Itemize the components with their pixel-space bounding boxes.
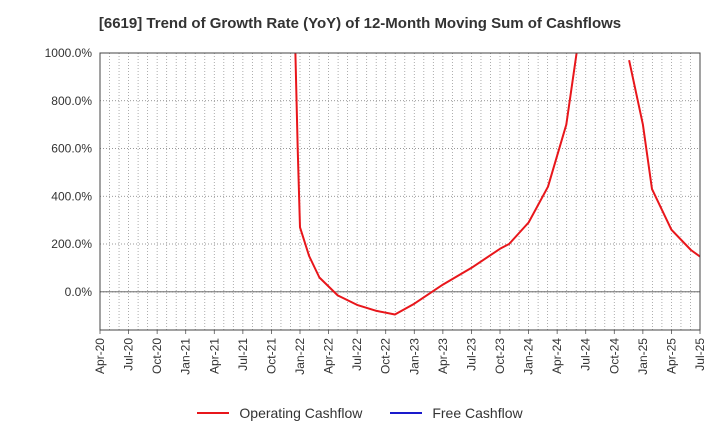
- chart-title: [6619] Trend of Growth Rate (YoY) of 12-…: [98, 15, 622, 32]
- y-tick-label: 1000.0%: [45, 46, 93, 60]
- x-tick-label: Apr-22: [322, 338, 336, 374]
- x-tick-label: Apr-20: [93, 338, 107, 374]
- x-tick-label: Oct-20: [150, 338, 164, 374]
- x-tick-label: Jul-21: [236, 338, 250, 371]
- x-tick-label: Jul-20: [122, 338, 136, 371]
- x-tick-label: Jul-22: [350, 338, 364, 371]
- x-tick-label: Oct-24: [607, 338, 621, 374]
- x-tick-label: Oct-22: [379, 338, 393, 374]
- series-line-operating-cashflow: [294, 53, 578, 316]
- series-line-operating-cashflow: [628, 59, 700, 258]
- plot-area: [100, 53, 700, 330]
- legend: Operating Cashflow Free Cashflow: [0, 405, 720, 421]
- legend-label-free: Free Cashflow: [432, 405, 523, 421]
- legend-swatch-free: [390, 412, 423, 414]
- legend-item-free-cashflow[interactable]: Free Cashflow: [390, 405, 523, 421]
- x-tick-label: Apr-21: [207, 338, 221, 374]
- x-tick-label: Jan-24: [522, 338, 536, 375]
- x-tick-label: Oct-21: [264, 338, 278, 374]
- x-tick-label: Oct-23: [493, 338, 507, 374]
- x-tick-label: Apr-25: [664, 338, 678, 374]
- x-tick-label: Jul-23: [464, 338, 478, 371]
- y-tick-label: 800.0%: [51, 94, 92, 108]
- y-tick-label: 400.0%: [51, 189, 92, 203]
- x-tick-label: Jan-21: [179, 338, 193, 375]
- plot-border: [99, 52, 701, 331]
- x-tick-label: Apr-24: [550, 338, 564, 374]
- y-tick-label: 200.0%: [51, 237, 92, 251]
- x-tick-label: Jan-25: [636, 338, 650, 375]
- legend-label-operating: Operating Cashflow: [239, 405, 363, 421]
- x-tick-label: Jan-23: [407, 338, 421, 375]
- x-tick-label: Jul-25: [693, 338, 707, 371]
- legend-swatch-operating: [197, 412, 230, 414]
- y-tick-label: 0.0%: [65, 285, 93, 299]
- x-tick-label: Jan-22: [293, 338, 307, 375]
- x-tick-label: Jul-24: [579, 338, 593, 371]
- y-tick-label: 600.0%: [51, 142, 92, 156]
- x-tick-label: Apr-23: [436, 338, 450, 374]
- legend-item-operating-cashflow[interactable]: Operating Cashflow: [197, 405, 362, 421]
